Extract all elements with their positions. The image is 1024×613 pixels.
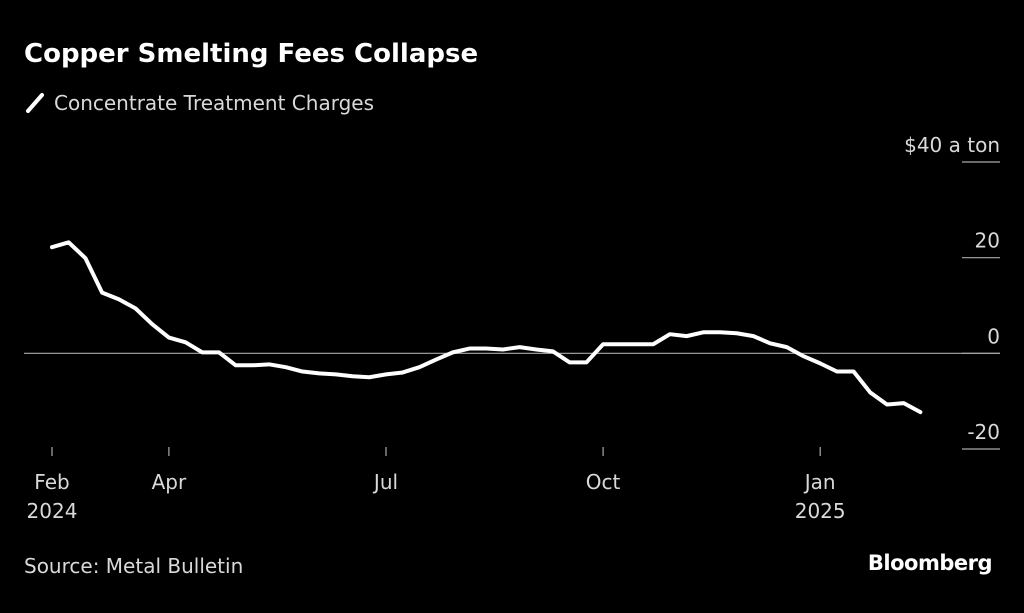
- x-tick-label: Jul: [372, 470, 398, 494]
- y-tick-label: 0: [987, 324, 1000, 348]
- x-tick-label: Feb 2024: [27, 470, 78, 523]
- y-tick-label: $40 a ton: [904, 133, 1000, 157]
- x-tick-label: Apr: [152, 470, 187, 494]
- source: Source: Metal Bulletin: [24, 554, 243, 578]
- legend-label: Concentrate Treatment Charges: [54, 91, 374, 115]
- legend-swatch: [26, 93, 44, 113]
- data-line: [50, 240, 923, 415]
- brand-logo: Bloomberg: [868, 551, 992, 575]
- chart-title: Copper Smelting Fees Collapse: [24, 39, 478, 69]
- y-tick-label: -20: [967, 420, 1000, 444]
- x-tick-label: Jan 2025: [795, 470, 846, 523]
- y-tick-label: 20: [975, 229, 1000, 253]
- x-tick-label: Oct: [586, 470, 621, 494]
